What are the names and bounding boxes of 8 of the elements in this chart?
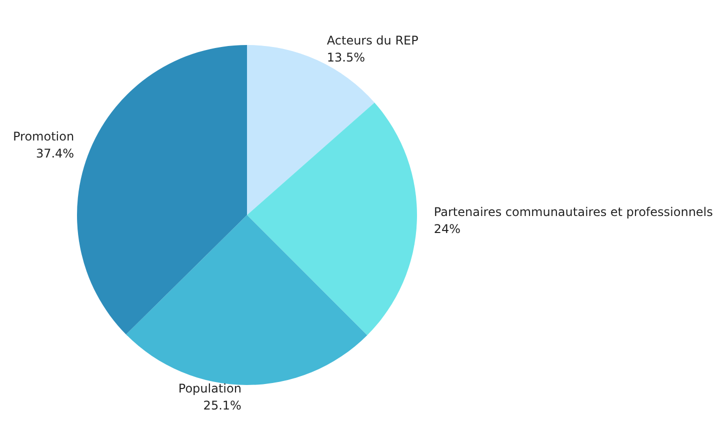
data-label: 13.5% [326, 50, 366, 65]
slice-label: Promotion [13, 129, 74, 144]
slice-label: Acteurs du REP [326, 34, 418, 48]
data-label: 37.4% [36, 146, 74, 160]
data-label: 25.1% [203, 398, 242, 412]
data-label: 24% [434, 222, 461, 236]
slice-label: Partenaires communautaires et professionnels [434, 205, 713, 220]
slice-label: Population [178, 382, 242, 396]
